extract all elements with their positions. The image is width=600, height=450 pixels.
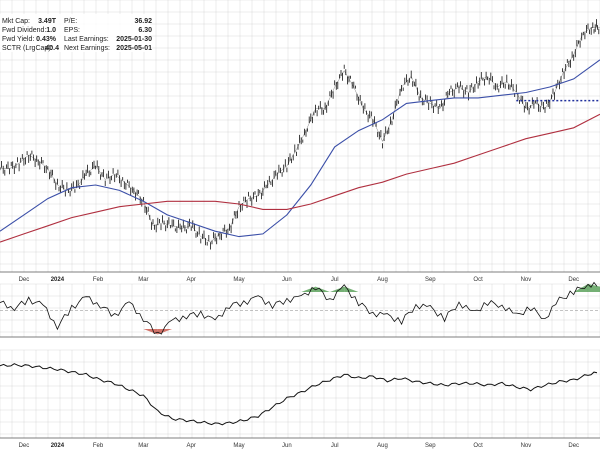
stat-label-mktcap: Mkt Cap:	[2, 18, 30, 25]
stat-label-next-earnings: Next Earnings:	[64, 45, 110, 52]
stats-box: Mkt Cap: 3.49T Fwd Dividend: 1.0 Fwd Yie…	[0, 14, 152, 52]
grid	[0, 0, 600, 439]
x-tick-label: Sep	[425, 443, 436, 449]
oscillator-overbought-area	[588, 284, 600, 292]
oscillator-overbought-area	[315, 286, 330, 292]
stat-value-next-earnings: 2025-05-01	[116, 45, 152, 52]
relative-x-ticks: Dec 2024 Feb Mar Apr May Jun Jul Aug Sep Oct Nov Dec	[19, 443, 579, 449]
x-tick-label: Dec	[568, 443, 579, 449]
x-tick-label: Dec	[19, 277, 30, 283]
x-tick-label: Jun	[282, 277, 292, 283]
x-tick-label: Jul	[331, 443, 339, 449]
oscillator-oversold-area	[143, 329, 158, 335]
x-tick-label: Feb	[93, 443, 104, 449]
x-tick-label: Jun	[282, 443, 292, 449]
oscillator-overbought-area	[301, 286, 316, 292]
x-tick-label: Dec	[19, 443, 30, 449]
stat-label-sctr: SCTR (LrgCap):	[2, 45, 53, 52]
x-tick-label: May	[233, 443, 244, 449]
ma-short-line	[0, 59, 600, 238]
x-tick-label: Feb	[93, 277, 104, 283]
stat-value-eps: 6.30	[138, 27, 152, 34]
stat-value-mktcap: 3.49T	[38, 18, 57, 25]
x-tick-label: Mar	[138, 277, 148, 283]
price-line	[0, 26, 600, 243]
x-tick-label: Apr	[187, 443, 196, 449]
stat-label-eps: EPS:	[64, 27, 80, 34]
x-tick-label: Sep	[425, 277, 436, 283]
x-tick-label: Oct	[473, 443, 483, 449]
price-series	[0, 19, 600, 250]
stat-value-dividend: 1.0	[46, 27, 56, 34]
stat-label-pe: P/E:	[64, 18, 77, 25]
x-tick-label: 2024	[51, 443, 65, 449]
stat-label-dividend: Fwd Dividend:	[2, 27, 46, 34]
stat-value-sctr: 40.4	[45, 45, 59, 52]
x-tick-label: Apr	[187, 277, 196, 283]
stat-value-yield: 0.43%	[36, 36, 57, 43]
oscillator-series	[0, 281, 600, 335]
oscillator-line	[0, 281, 598, 335]
x-tick-label: Aug	[377, 277, 388, 283]
x-tick-label: Nov	[521, 277, 532, 283]
relative-line	[0, 363, 598, 426]
x-tick-label: Aug	[377, 443, 388, 449]
x-tick-label: Dec	[568, 277, 579, 283]
oscillator-oversold-area	[157, 329, 173, 335]
oscillator-overbought-area	[329, 286, 345, 292]
stat-label-yield: Fwd Yield:	[2, 36, 34, 43]
stat-value-pe: 36.92	[134, 18, 152, 25]
stat-value-last-earnings: 2025-01-30	[116, 36, 152, 43]
x-tick-label: Mar	[138, 443, 148, 449]
x-tick-label: 2024	[51, 277, 65, 283]
x-tick-label: Nov	[521, 443, 532, 449]
ma-long-line	[0, 113, 600, 243]
x-tick-label: Jul	[331, 277, 339, 283]
relative-series	[0, 363, 598, 426]
oscillator-overbought-area	[573, 284, 589, 292]
x-tick-label: Oct	[473, 277, 483, 283]
ma-long-path	[0, 113, 600, 243]
ma-short-path	[0, 59, 600, 238]
price-x-ticks: Dec 2024 Feb Mar Apr May Jun Jul Aug Sep Oct Nov Dec	[19, 277, 579, 283]
x-tick-label: May	[233, 277, 244, 283]
oscillator-overbought-area	[344, 286, 359, 292]
stat-label-last-earnings: Last Earnings:	[64, 36, 109, 43]
